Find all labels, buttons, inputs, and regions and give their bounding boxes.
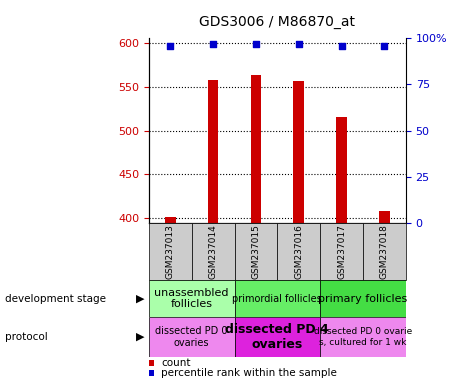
- Text: ▶: ▶: [136, 293, 144, 304]
- Point: [295, 41, 303, 47]
- Text: primordial follicles: primordial follicles: [232, 293, 322, 304]
- Bar: [363, 223, 406, 280]
- Bar: [294, 81, 304, 223]
- Text: GSM237017: GSM237017: [337, 224, 346, 279]
- Bar: [235, 223, 277, 280]
- Bar: [320, 317, 406, 357]
- Text: count: count: [161, 358, 190, 368]
- Text: primary follicles: primary follicles: [318, 293, 408, 304]
- Text: dissected PD 0
ovaries: dissected PD 0 ovaries: [156, 326, 228, 348]
- Text: GSM237015: GSM237015: [252, 224, 260, 279]
- Text: ▶: ▶: [136, 332, 144, 342]
- Bar: [149, 317, 235, 357]
- Text: dissected PD 4
ovaries: dissected PD 4 ovaries: [226, 323, 329, 351]
- Text: GSM237013: GSM237013: [166, 224, 175, 279]
- Bar: [192, 223, 235, 280]
- Bar: [320, 280, 406, 317]
- Bar: [235, 280, 320, 317]
- Text: GDS3006 / M86870_at: GDS3006 / M86870_at: [199, 15, 355, 29]
- Text: percentile rank within the sample: percentile rank within the sample: [161, 368, 337, 378]
- Bar: [149, 280, 235, 317]
- Bar: [165, 217, 175, 223]
- Bar: [251, 75, 261, 223]
- Point: [381, 43, 388, 49]
- Text: development stage: development stage: [5, 293, 106, 304]
- Bar: [149, 223, 192, 280]
- Bar: [277, 223, 320, 280]
- Point: [209, 41, 217, 47]
- Bar: [208, 79, 218, 223]
- Text: GSM237014: GSM237014: [209, 224, 217, 279]
- Text: protocol: protocol: [5, 332, 47, 342]
- Bar: [379, 211, 390, 223]
- Bar: [320, 223, 363, 280]
- Text: dissected PD 0 ovarie
s, cultured for 1 wk: dissected PD 0 ovarie s, cultured for 1 …: [314, 327, 412, 347]
- Point: [338, 43, 345, 49]
- Text: GSM237016: GSM237016: [295, 224, 303, 279]
- Bar: [235, 317, 320, 357]
- Text: GSM237018: GSM237018: [380, 224, 389, 279]
- Point: [167, 43, 174, 49]
- Text: unassembled
follicles: unassembled follicles: [154, 288, 229, 310]
- Point: [253, 41, 260, 47]
- Bar: [336, 116, 347, 223]
